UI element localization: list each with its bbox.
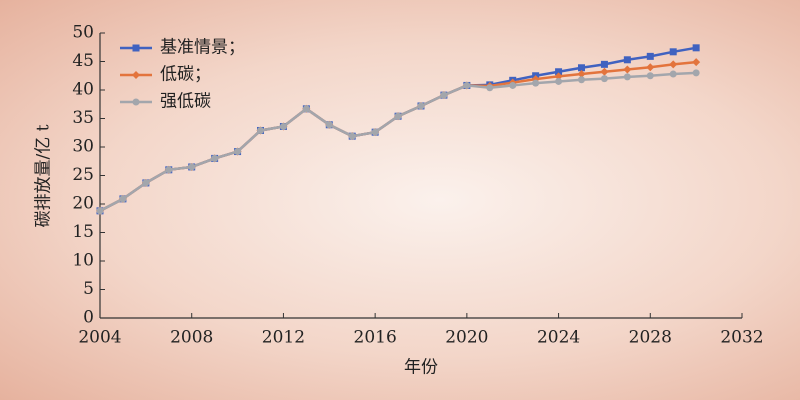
- marker: [555, 77, 563, 85]
- y-tick-label: 10: [72, 251, 94, 271]
- marker: [234, 148, 242, 156]
- x-axis-label: 年份: [404, 358, 438, 378]
- y-tick-label: 35: [72, 108, 94, 128]
- marker: [623, 65, 632, 74]
- marker: [646, 52, 654, 60]
- marker: [669, 70, 677, 78]
- marker: [532, 79, 540, 87]
- y-tick-label: 30: [72, 137, 94, 157]
- x-tick-label: 2028: [629, 328, 672, 348]
- marker: [646, 72, 654, 80]
- marker: [578, 64, 585, 72]
- x-tick-label: 2032: [720, 328, 763, 348]
- y-tick-label: 5: [83, 279, 94, 299]
- marker: [555, 68, 563, 76]
- marker: [96, 207, 104, 215]
- marker: [132, 71, 140, 79]
- marker: [188, 163, 196, 171]
- marker: [486, 84, 494, 92]
- x-tick-label: 2004: [78, 328, 121, 348]
- marker: [600, 67, 609, 76]
- marker: [600, 75, 608, 83]
- marker: [417, 102, 425, 110]
- x-tick-label: 2016: [354, 328, 397, 348]
- marker: [463, 81, 471, 89]
- marker: [132, 44, 140, 52]
- y-tick-label: 15: [72, 222, 94, 242]
- marker: [577, 70, 586, 79]
- marker: [578, 76, 585, 84]
- legend-label: 基准情景；: [160, 38, 245, 58]
- marker: [554, 72, 563, 81]
- marker: [623, 73, 631, 81]
- marker: [669, 60, 678, 69]
- marker: [142, 179, 150, 187]
- x-tick-label: 2012: [262, 328, 305, 348]
- marker: [440, 91, 448, 99]
- marker: [119, 195, 127, 203]
- y-tick-label: 45: [72, 51, 94, 71]
- marker: [348, 132, 356, 140]
- marker: [257, 126, 264, 134]
- x-tick-label: 2024: [537, 328, 580, 348]
- y-axis-label: 碳排放量/亿 t: [34, 124, 54, 227]
- y-tick-label: 50: [72, 23, 94, 43]
- marker: [302, 105, 310, 113]
- marker: [692, 44, 700, 52]
- marker: [692, 58, 701, 67]
- marker: [132, 98, 140, 106]
- legend-label: 强低碳: [160, 92, 211, 112]
- y-tick-label: 20: [72, 194, 94, 214]
- x-tick-label: 2008: [170, 328, 213, 348]
- marker: [600, 60, 608, 68]
- marker: [371, 128, 379, 136]
- marker: [509, 81, 517, 89]
- marker: [325, 121, 333, 129]
- marker: [211, 154, 219, 162]
- marker: [692, 69, 700, 77]
- y-tick-label: 25: [72, 165, 94, 185]
- marker: [394, 112, 402, 120]
- x-tick-label: 2020: [445, 328, 488, 348]
- y-tick-label: 0: [83, 308, 94, 328]
- marker: [646, 63, 655, 72]
- marker: [669, 48, 677, 56]
- marker: [279, 122, 287, 130]
- marker: [623, 56, 631, 64]
- y-tick-label: 40: [72, 80, 94, 100]
- marker: [165, 166, 173, 174]
- legend-label: 低碳；: [160, 65, 211, 85]
